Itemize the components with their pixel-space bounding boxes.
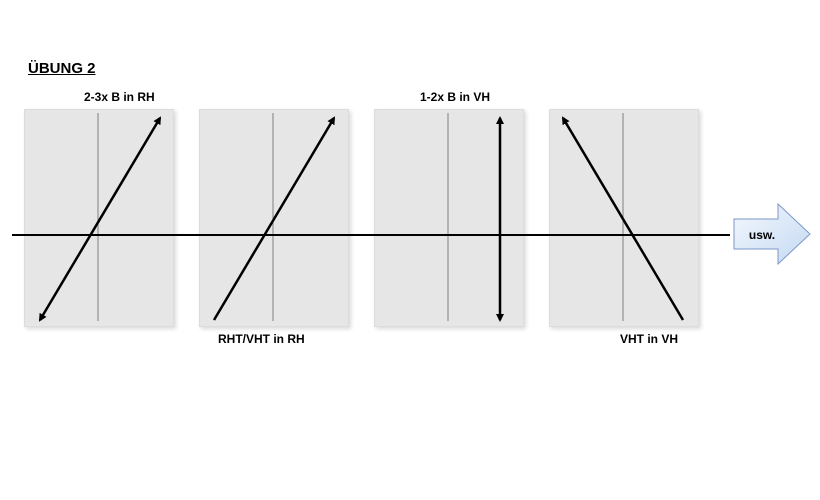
panel-4 <box>549 109 699 327</box>
panel-4-label-bottom: VHT in VH <box>620 332 678 346</box>
panel-3-label-top: 1-2x B in VH <box>420 90 490 104</box>
continuation-arrow: usw. <box>734 204 810 264</box>
panel-3 <box>374 109 524 327</box>
continuation-arrow-label: usw. <box>749 228 775 242</box>
panel-1 <box>24 109 174 327</box>
panel-2 <box>199 109 349 327</box>
page-title: ÜBUNG 2 <box>28 60 96 77</box>
panel-1-label-top: 2-3x B in RH <box>84 90 155 104</box>
panel-2-label-bottom: RHT/VHT in RH <box>218 332 305 346</box>
